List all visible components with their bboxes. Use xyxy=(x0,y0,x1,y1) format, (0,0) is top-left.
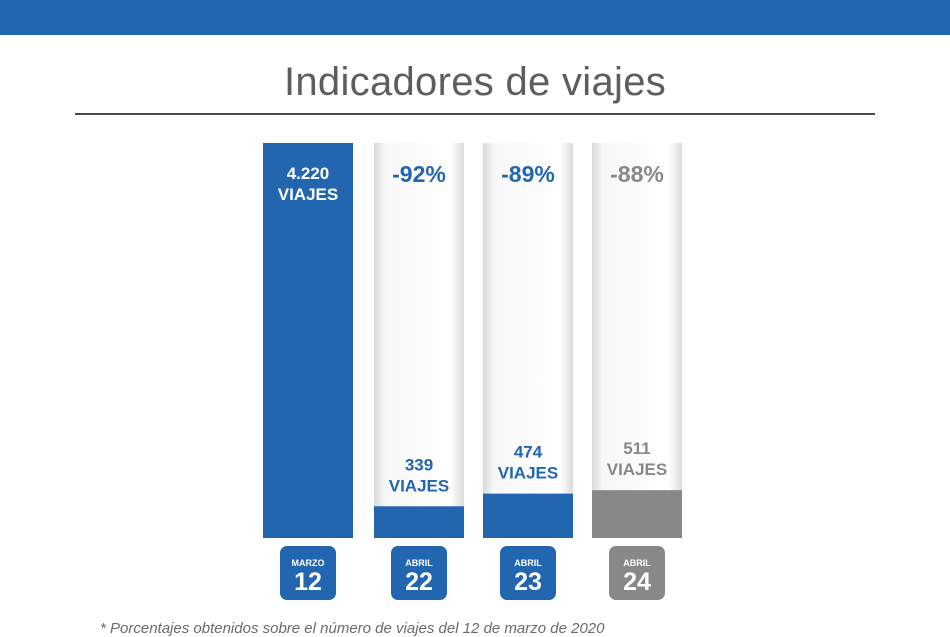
bar-unit-label: VIAJES xyxy=(498,464,558,483)
percent-change-label: -88% xyxy=(610,161,664,187)
page-title: Indicadores de viajes xyxy=(283,60,667,104)
bar xyxy=(483,493,573,538)
bar xyxy=(592,490,682,538)
date-badge-day: 23 xyxy=(514,568,542,596)
date-badge-month: ABRIL xyxy=(514,558,542,568)
date-badge xyxy=(609,546,665,600)
date-badge xyxy=(500,546,556,600)
bar-background-column xyxy=(483,143,573,538)
bar-background-column xyxy=(374,143,464,538)
percent-change-label: -92% xyxy=(392,161,446,187)
date-badge-day: 12 xyxy=(294,568,322,596)
title-underline xyxy=(75,113,875,115)
bar-unit-label: VIAJES xyxy=(278,185,338,204)
bar-value-label: 4.220 xyxy=(287,164,330,183)
date-badge-month: ABRIL xyxy=(405,558,433,568)
date-badge-month: ABRIL xyxy=(623,558,651,568)
bar-value-label: 511 xyxy=(623,439,650,458)
bar-background-column xyxy=(592,143,682,538)
date-badge xyxy=(391,546,447,600)
date-badge-day: 22 xyxy=(405,568,433,596)
date-badge xyxy=(280,546,336,600)
bar-unit-label: VIAJES xyxy=(389,476,449,495)
footnote: * Porcentajes obtenidos sobre el número … xyxy=(100,620,605,637)
bar-value-label: 339 xyxy=(405,455,433,474)
date-badge-day: 24 xyxy=(623,568,651,596)
bar xyxy=(374,506,464,538)
percent-change-label: -89% xyxy=(501,161,555,187)
bar-unit-label: VIAJES xyxy=(607,460,667,479)
bar xyxy=(263,143,353,538)
bar-value-label: 474 xyxy=(514,443,543,462)
top-banner xyxy=(0,0,950,35)
date-badge-month: MARZO xyxy=(292,558,325,568)
